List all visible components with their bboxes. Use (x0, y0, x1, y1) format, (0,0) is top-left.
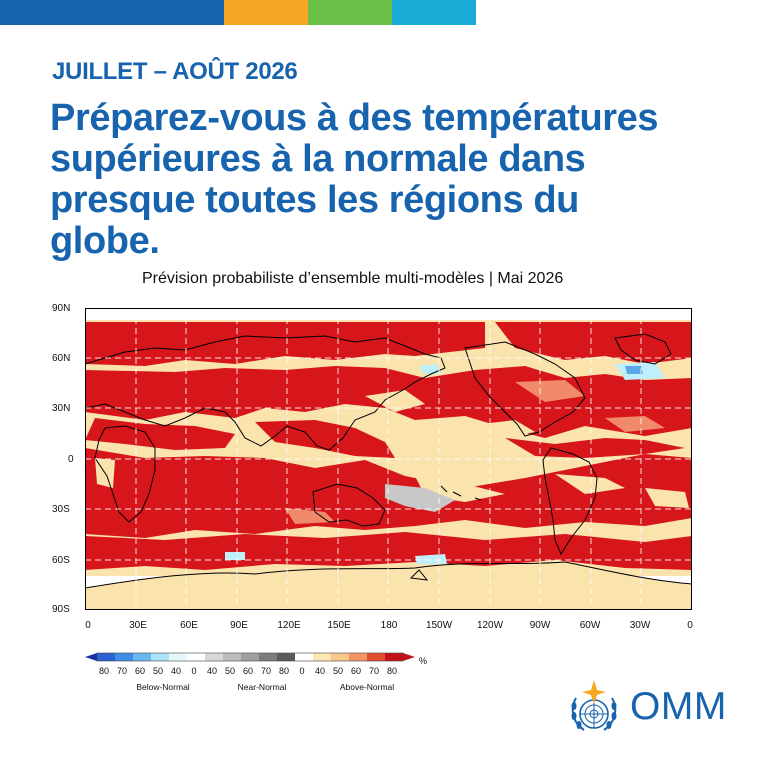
lon-tick-label: 90E (230, 620, 248, 631)
colorbar-cell (367, 653, 385, 661)
colorbar-tick: 70 (117, 666, 127, 676)
coastlines (85, 333, 692, 589)
colorbar-cell (151, 653, 169, 661)
forecast-subtitle: Prévision probabiliste d’ensemble multi-… (142, 270, 564, 287)
colorbar-cell (115, 653, 133, 661)
colorbar-tick: 40 (171, 666, 181, 676)
above-normal-label: Above-Normal (340, 682, 394, 692)
colorbar-cell (385, 653, 403, 661)
colorbar-cell (169, 653, 187, 661)
colorbar-tick: 50 (225, 666, 235, 676)
lat-tick-label: 30S (52, 504, 70, 515)
lat-tick-label: 90N (52, 303, 71, 314)
colorbar-tick: 60 (351, 666, 361, 676)
colorbar-tick: 70 (261, 666, 271, 676)
colorbar-tick: 60 (243, 666, 253, 676)
colorbar-cell (223, 653, 241, 661)
colorbar-cell (277, 653, 295, 661)
colorbar-cell (85, 653, 97, 661)
lon-tick-label: 0 (85, 620, 91, 631)
lon-tick-label: 120E (277, 620, 301, 631)
brand-color-bar (0, 0, 476, 25)
headline: Préparez-vous à des températures supérie… (50, 97, 659, 262)
colorbar-tick: 70 (369, 666, 379, 676)
brand-bar-blue (0, 0, 224, 25)
colorbar-tick: 50 (333, 666, 343, 676)
colorbar-tick-labels: 80 70 60 50 40 0 40 50 60 70 80 0 40 50 … (99, 656, 427, 676)
colorbar-unit: % (419, 656, 427, 666)
colorbar-cell (133, 653, 151, 661)
brand-bar-green (308, 0, 392, 25)
near-normal-label: Near-Normal (238, 682, 287, 692)
colorbar-tick: 80 (99, 666, 109, 676)
lat-tick-label: 0 (68, 454, 74, 465)
lat-tick-label: 60S (52, 555, 70, 566)
omm-wordmark: OMM (630, 685, 727, 728)
colorbar-below (85, 653, 187, 661)
brand-bar-cyan (392, 0, 476, 25)
near-normal-region (385, 484, 455, 512)
colorbar-above (295, 653, 415, 661)
graticule (85, 308, 692, 610)
lon-tick-label: 150E (327, 620, 351, 631)
colorbar-cell (295, 653, 313, 661)
colorbar-tick: 0 (191, 666, 196, 676)
colorbar-tick: 50 (153, 666, 163, 676)
lon-tick-label: 180 (380, 620, 398, 631)
lon-tick-label: 120W (476, 620, 504, 631)
lon-tick-label: 30W (629, 620, 651, 631)
lon-tick-label: 90W (529, 620, 551, 631)
colorbar-tick: 80 (387, 666, 397, 676)
colorbar-cell (313, 653, 331, 661)
colorbar-tick: 0 (299, 666, 304, 676)
lat-tick-label: 90S (52, 604, 70, 615)
colorbar-cell (97, 653, 115, 661)
map-frame (85, 308, 692, 610)
colorbar-tick: 80 (279, 666, 289, 676)
lat-tick-label: 60N (52, 353, 71, 364)
colorbar-cell (205, 653, 223, 661)
mid-above-patches (285, 380, 665, 524)
omm-logo: OMM (566, 676, 736, 738)
probability-colorbar: 80 70 60 50 40 0 40 50 60 70 80 0 40 50 … (85, 652, 427, 692)
forecast-map (85, 308, 692, 610)
below-strong-patch (625, 366, 643, 374)
lon-tick-label: 30E (129, 620, 147, 631)
colorbar-category-labels: Below-Normal Near-Normal Above-Normal (136, 682, 394, 692)
colorbar-cell (331, 653, 349, 661)
lat-tick-label: 30N (52, 403, 71, 414)
colorbar-tick: 60 (135, 666, 145, 676)
lon-tick-label: 60W (579, 620, 601, 631)
colorbar-outline (96, 652, 404, 662)
lon-tick-label: 150W (425, 620, 453, 631)
colorbar-tick: 40 (207, 666, 217, 676)
below-normal-label: Below-Normal (136, 682, 189, 692)
colorbar-cell (259, 653, 277, 661)
colorbar-tick: 40 (315, 666, 325, 676)
lon-tick-label: 0 (687, 620, 693, 631)
colorbar-near (187, 653, 295, 661)
colorbar-cell (349, 653, 367, 661)
colorbar-cell (187, 653, 205, 661)
colorbar-cell (241, 653, 259, 661)
weak-above-patches (95, 390, 689, 508)
colorbar-cell (403, 653, 415, 661)
brand-bar-orange (224, 0, 308, 25)
period-eyebrow: JUILLET – AOÛT 2026 (52, 58, 298, 85)
lon-tick-label: 60E (180, 620, 198, 631)
wmo-emblem-icon (571, 680, 617, 731)
